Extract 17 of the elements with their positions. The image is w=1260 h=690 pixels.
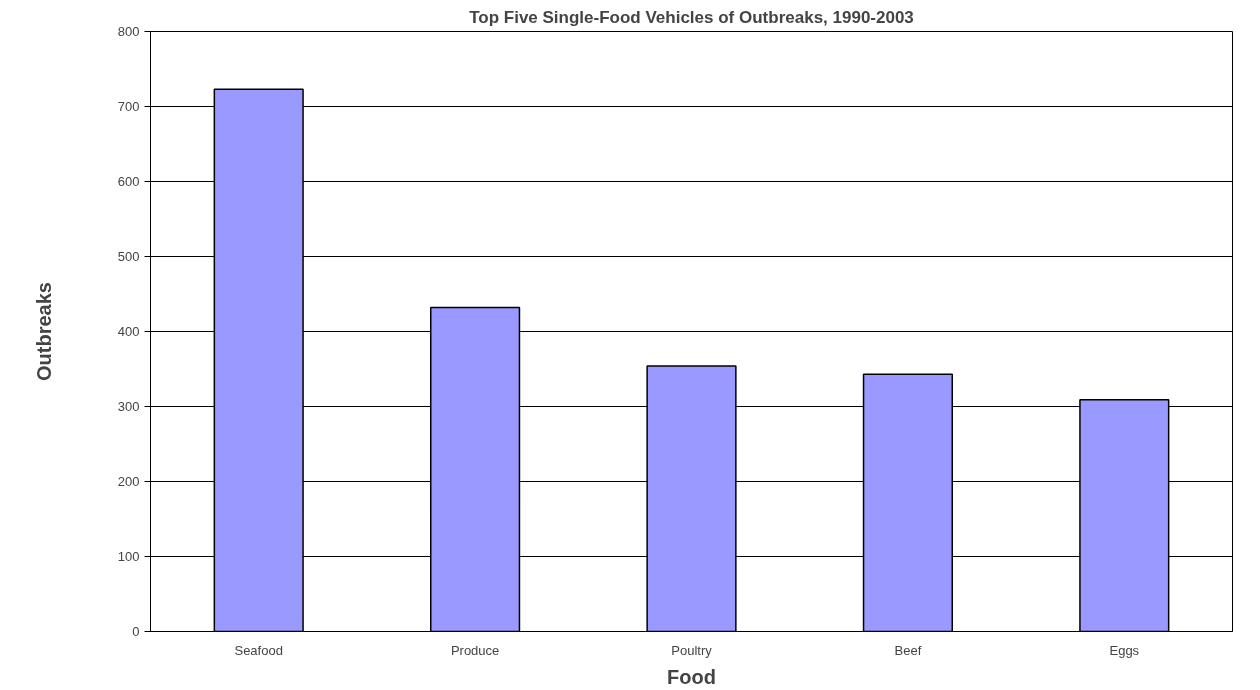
y-tick-label: 700: [117, 99, 140, 114]
y-tick-label: 500: [117, 249, 140, 264]
y-axis-title: Outbreaks: [32, 282, 55, 381]
x-axis-title: Food: [667, 665, 716, 688]
x-tick-label: Poultry: [671, 642, 713, 658]
y-tick-label: 100: [117, 549, 140, 564]
x-tick-label: Produce: [450, 642, 500, 658]
y-tick-label: 200: [117, 474, 140, 489]
y-tick-label: 800: [117, 24, 140, 39]
x-tick-label: Eggs: [1109, 642, 1140, 658]
y-tick-label: 400: [117, 324, 140, 339]
x-tick-label: Beef: [894, 642, 922, 658]
x-tick-label: Seafood: [234, 642, 283, 658]
y-tick-label: 600: [117, 174, 140, 189]
y-tick-label: 0: [132, 624, 140, 639]
chart-title: Top Five Single-Food Vehicles of Outbreaks, 1990-2003: [469, 7, 914, 27]
y-tick-label: 300: [117, 399, 140, 414]
